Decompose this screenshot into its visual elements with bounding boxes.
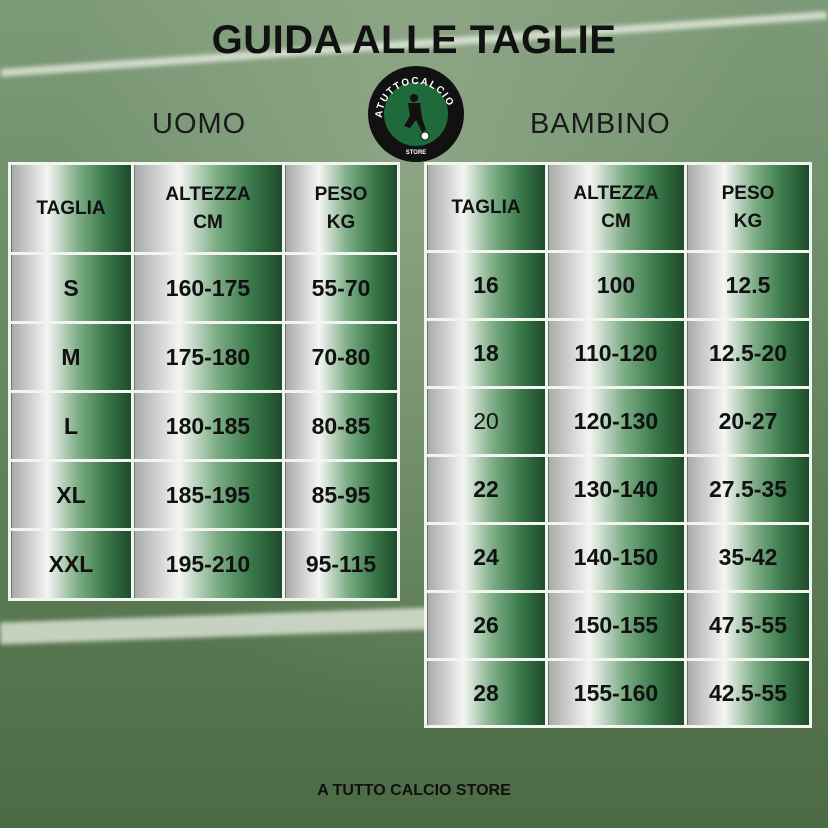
table-row: 16 100 12.5	[424, 250, 812, 321]
size-cell: 22	[424, 454, 548, 525]
weight-cell: 85-95	[282, 459, 400, 531]
header-text: TAGLIA	[451, 196, 521, 218]
uomo-label: UOMO	[152, 108, 247, 140]
header-unit: CM	[601, 210, 631, 232]
size-cell: S	[8, 252, 134, 324]
header-altezza: ALTEZZA CM	[131, 162, 285, 255]
logo-subtext: STORE	[406, 150, 427, 156]
table-row: S 160-175 55-70	[8, 252, 400, 324]
table-row: 20 120-130 20-27	[424, 386, 812, 457]
size-cell: 16	[424, 250, 548, 321]
size-cell: 20	[424, 386, 548, 457]
page-title: GUIDA ALLE TAGLIE	[211, 18, 617, 62]
header-peso: PESO KG	[282, 162, 400, 255]
height-cell: 175-180	[131, 321, 285, 393]
weight-cell: 70-80	[282, 321, 400, 393]
bambino-label: BAMBINO	[530, 108, 671, 140]
header-text: PESO	[721, 182, 775, 204]
table-row: 22 130-140 27.5-35	[424, 454, 812, 525]
size-cell: 28	[424, 658, 548, 728]
header-peso: PESO KG	[684, 162, 812, 253]
size-cell: M	[8, 321, 134, 393]
height-cell: 110-120	[545, 318, 687, 389]
weight-cell: 55-70	[282, 252, 400, 324]
weight-cell: 95-115	[282, 528, 400, 601]
weight-cell: 42.5-55	[684, 658, 812, 728]
header-taglia: TAGLIA	[8, 162, 134, 255]
table-row: 26 150-155 47.5-55	[424, 590, 812, 661]
table-row: M 175-180 70-80	[8, 321, 400, 393]
height-cell: 130-140	[545, 454, 687, 525]
store-logo: ATUTTOCALCIO STORE	[368, 66, 464, 162]
table-row: 18 110-120 12.5-20	[424, 318, 812, 389]
table-row: 24 140-150 35-42	[424, 522, 812, 593]
header-taglia: TAGLIA	[424, 162, 548, 253]
size-cell: L	[8, 390, 134, 462]
height-cell: 100	[545, 250, 687, 321]
bambino-size-table: TAGLIA ALTEZZA CM PESO KG 16 100 12.5 18 110-…	[424, 162, 812, 728]
height-cell: 140-150	[545, 522, 687, 593]
header-text: TAGLIA	[36, 197, 106, 219]
height-cell: 155-160	[545, 658, 687, 728]
size-cell: 18	[424, 318, 548, 389]
height-cell: 195-210	[131, 528, 285, 601]
header-text: PESO	[314, 183, 368, 205]
size-cell: 24	[424, 522, 548, 593]
table-header-row: TAGLIA ALTEZZA CM PESO KG	[8, 162, 400, 255]
size-cell: 26	[424, 590, 548, 661]
table-row: L 180-185 80-85	[8, 390, 400, 462]
table-row: XL 185-195 85-95	[8, 459, 400, 531]
header-unit: KG	[733, 210, 763, 232]
header-text: ALTEZZA	[573, 182, 659, 204]
height-cell: 185-195	[131, 459, 285, 531]
weight-cell: 27.5-35	[684, 454, 812, 525]
table-row: 28 155-160 42.5-55	[424, 658, 812, 728]
height-cell: 120-130	[545, 386, 687, 457]
table-header-row: TAGLIA ALTEZZA CM PESO KG	[424, 162, 812, 253]
size-cell: XL	[8, 459, 134, 531]
weight-cell: 80-85	[282, 390, 400, 462]
height-cell: 160-175	[131, 252, 285, 324]
field-line	[0, 607, 431, 645]
size-cell: XXL	[8, 528, 134, 601]
header-text: ALTEZZA	[165, 183, 251, 205]
weight-cell: 12.5-20	[684, 318, 812, 389]
header-unit: KG	[326, 211, 356, 233]
height-cell: 180-185	[131, 390, 285, 462]
table-row: XXL 195-210 95-115	[8, 528, 400, 601]
header-unit: CM	[193, 211, 223, 233]
weight-cell: 12.5	[684, 250, 812, 321]
header-altezza: ALTEZZA CM	[545, 162, 687, 253]
height-cell: 150-155	[545, 590, 687, 661]
weight-cell: 35-42	[684, 522, 812, 593]
footer-store-name: A TUTTO CALCIO STORE	[317, 782, 511, 799]
weight-cell: 47.5-55	[684, 590, 812, 661]
weight-cell: 20-27	[684, 386, 812, 457]
player-icon: ATUTTOCALCIO STORE	[374, 76, 455, 156]
